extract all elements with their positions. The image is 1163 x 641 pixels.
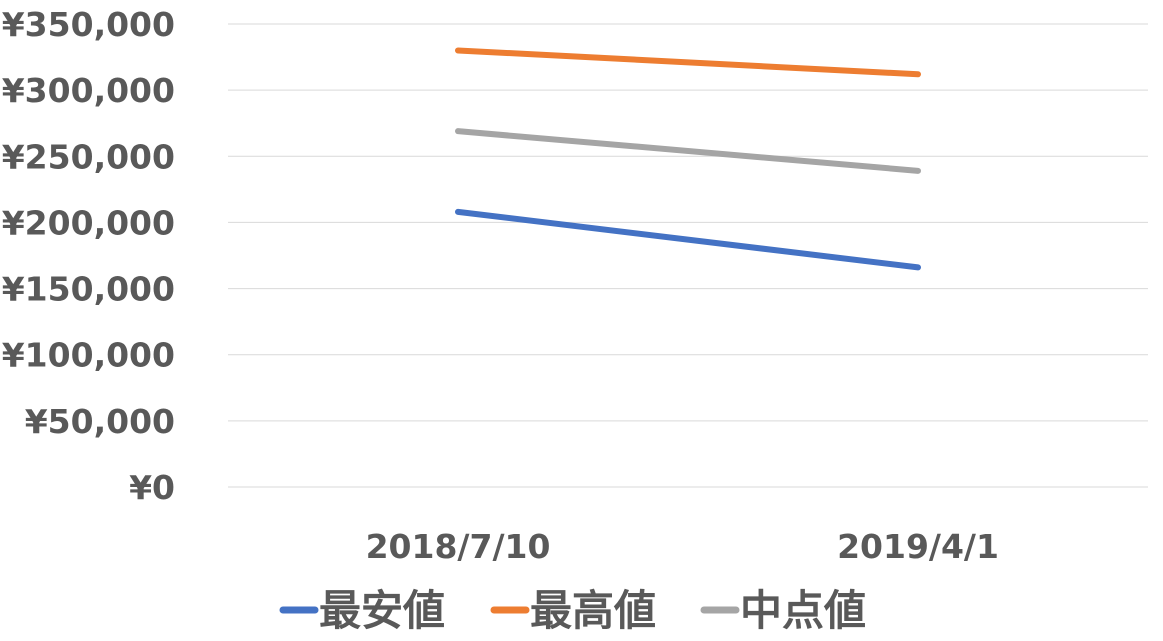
x-axis-tick-labels: 2018/7/10 2019/4/1 (366, 527, 999, 566)
series-line-1 (455, 47, 921, 78)
y-axis-tick-labels: ¥0 ¥50,000 ¥100,000 ¥150,000 ¥200,000 ¥250,00… (2, 5, 175, 507)
legend-label-1: 最高値 (530, 586, 656, 635)
gridlines (228, 23, 1148, 488)
y-tick-label-5: ¥250,000 (2, 137, 175, 176)
y-tick-label-0: ¥0 (129, 468, 175, 507)
legend-label-2: 中点値 (740, 586, 866, 635)
series-line-0 (455, 208, 921, 271)
series-lines (455, 47, 921, 271)
legend-label-0: 最安値 (319, 586, 445, 635)
y-tick-label-1: ¥50,000 (25, 402, 175, 441)
x-tick-label-1: 2019/4/1 (837, 527, 999, 566)
y-tick-label-2: ¥100,000 (2, 336, 175, 375)
y-tick-label-4: ¥200,000 (2, 203, 175, 242)
y-tick-label-6: ¥300,000 (2, 71, 175, 110)
y-tick-label-7: ¥350,000 (2, 5, 175, 44)
y-tick-label-3: ¥150,000 (2, 270, 175, 309)
x-tick-label-0: 2018/7/10 (366, 527, 551, 566)
series-line-2 (455, 128, 921, 174)
legend: 最安値 最高値 中点値 (279, 586, 866, 635)
